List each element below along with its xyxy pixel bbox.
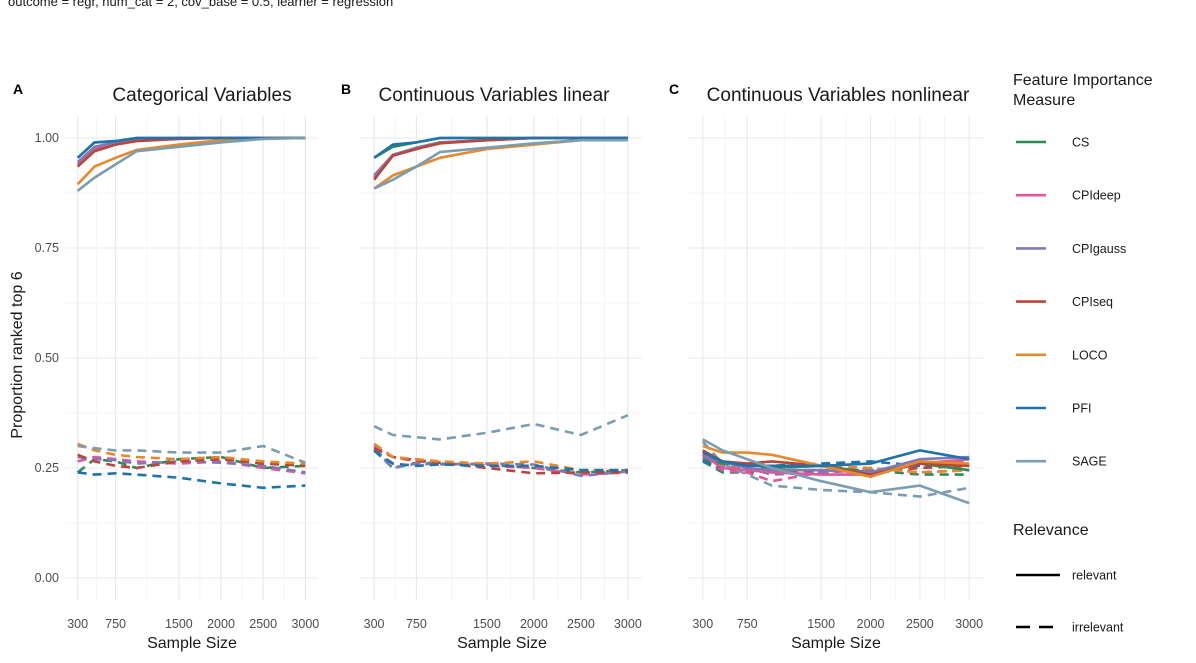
gridlines — [688, 116, 984, 600]
legend-label-loco: LOCO — [1072, 348, 1108, 362]
legend-relevance-title: Relevance — [1013, 522, 1089, 539]
series-line-sage-irrelevant — [77, 444, 306, 464]
panel-title-categorical: Categorical Variables — [112, 85, 291, 106]
legend-label-irrelevant: irrelevant — [1072, 621, 1124, 635]
x-axis-title-c: Sample Size — [791, 635, 881, 652]
legend-label-pfi: PFI — [1072, 402, 1091, 416]
x-tick-label: 2500 — [906, 617, 934, 631]
y-tick-label: 0.75 — [35, 241, 59, 255]
panel-continuous-nonlinear: C Continuous Variables nonlinear Sample … — [669, 81, 984, 652]
panel-categorical: A Categorical Variables Sample Size 0.00… — [13, 81, 319, 652]
y-tick-label: 1.00 — [35, 131, 59, 145]
legend-title-line1: Feature Importance — [1013, 72, 1153, 89]
x-axis-title-b: Sample Size — [457, 635, 547, 652]
series-line-sage-irrelevant — [701, 440, 970, 498]
x-tick-label: 750 — [406, 617, 427, 631]
legend-title-line2: Measure — [1013, 92, 1075, 109]
series-line-pfi-relevant — [373, 136, 628, 159]
series-line-cs-irrelevant — [373, 449, 628, 474]
x-tick-label: 750 — [737, 617, 758, 631]
legend: Feature Importance Measure Relevance CS C… — [1013, 72, 1153, 635]
legend-label-cs: CS — [1072, 136, 1089, 150]
legend-label-sage: SAGE — [1072, 455, 1107, 469]
series-line-pfi-irrelevant — [373, 449, 628, 472]
figure-subtitle: outcome = regr, num_cat = 2, cov_base = … — [8, 0, 394, 9]
x-tick-label: 300 — [364, 617, 385, 631]
y-tick-label: 0.50 — [35, 351, 59, 365]
panel-tag-a: A — [13, 81, 23, 97]
series-line-cpiseq-irrelevant — [373, 447, 628, 475]
legend-label-cpideep: CPIdeep — [1072, 189, 1121, 203]
x-tick-label: 1500 — [165, 617, 193, 631]
series-line-pfi-relevant — [702, 449, 970, 468]
series-line-sage-relevant — [373, 138, 628, 190]
series-line-sage-irrelevant — [373, 414, 629, 441]
x-tick-label: 2000 — [857, 617, 885, 631]
panel-title-continuous-nonlinear: Continuous Variables nonlinear — [707, 85, 970, 106]
gridlines — [360, 116, 642, 600]
x-tick-label: 2500 — [567, 617, 595, 631]
series-line-cpiseq-irrelevant — [77, 453, 306, 470]
series-line-sage-relevant — [76, 136, 306, 192]
legend-label-cpigauss: CPIgauss — [1072, 242, 1126, 256]
x-tick-label: 2500 — [249, 617, 277, 631]
series-line-cs-irrelevant — [76, 455, 306, 474]
x-tick-label: 2000 — [520, 617, 548, 631]
x-tick-label: 750 — [105, 617, 126, 631]
y-tick-label: 0.25 — [35, 461, 59, 475]
y-tick-label: 0.00 — [35, 571, 59, 585]
panel-continuous-linear: B Continuous Variables linear Sample Siz… — [341, 81, 642, 652]
series-line-pfi-relevant — [76, 136, 306, 159]
series-line-pfi-irrelevant — [77, 471, 306, 490]
x-axis-title-a: Sample Size — [147, 635, 237, 652]
panel-tag-b: B — [341, 81, 351, 97]
legend-label-cpiseq: CPIseq — [1072, 295, 1113, 309]
panel-title-continuous-linear: Continuous Variables linear — [379, 85, 611, 106]
x-tick-label: 1500 — [807, 617, 835, 631]
x-tick-label: 3000 — [614, 617, 642, 631]
x-tick-label: 1500 — [473, 617, 501, 631]
x-tick-label: 300 — [692, 617, 713, 631]
x-tick-label: 300 — [67, 617, 88, 631]
x-tick-label: 3000 — [955, 617, 983, 631]
y-axis-title: Proportion ranked top 6 — [9, 271, 26, 438]
x-tick-label: 3000 — [291, 617, 319, 631]
gridlines — [65, 116, 318, 600]
panel-tag-c: C — [669, 81, 679, 97]
series-line-cpideep-irrelevant — [373, 444, 628, 476]
series-line-loco-irrelevant — [373, 442, 628, 472]
x-tick-label: 2000 — [207, 617, 235, 631]
series-line-sage-relevant — [702, 438, 970, 505]
series-line-cpigauss-irrelevant — [77, 455, 306, 474]
series-line-loco-irrelevant — [77, 442, 306, 465]
legend-label-relevant: relevant — [1072, 569, 1117, 583]
